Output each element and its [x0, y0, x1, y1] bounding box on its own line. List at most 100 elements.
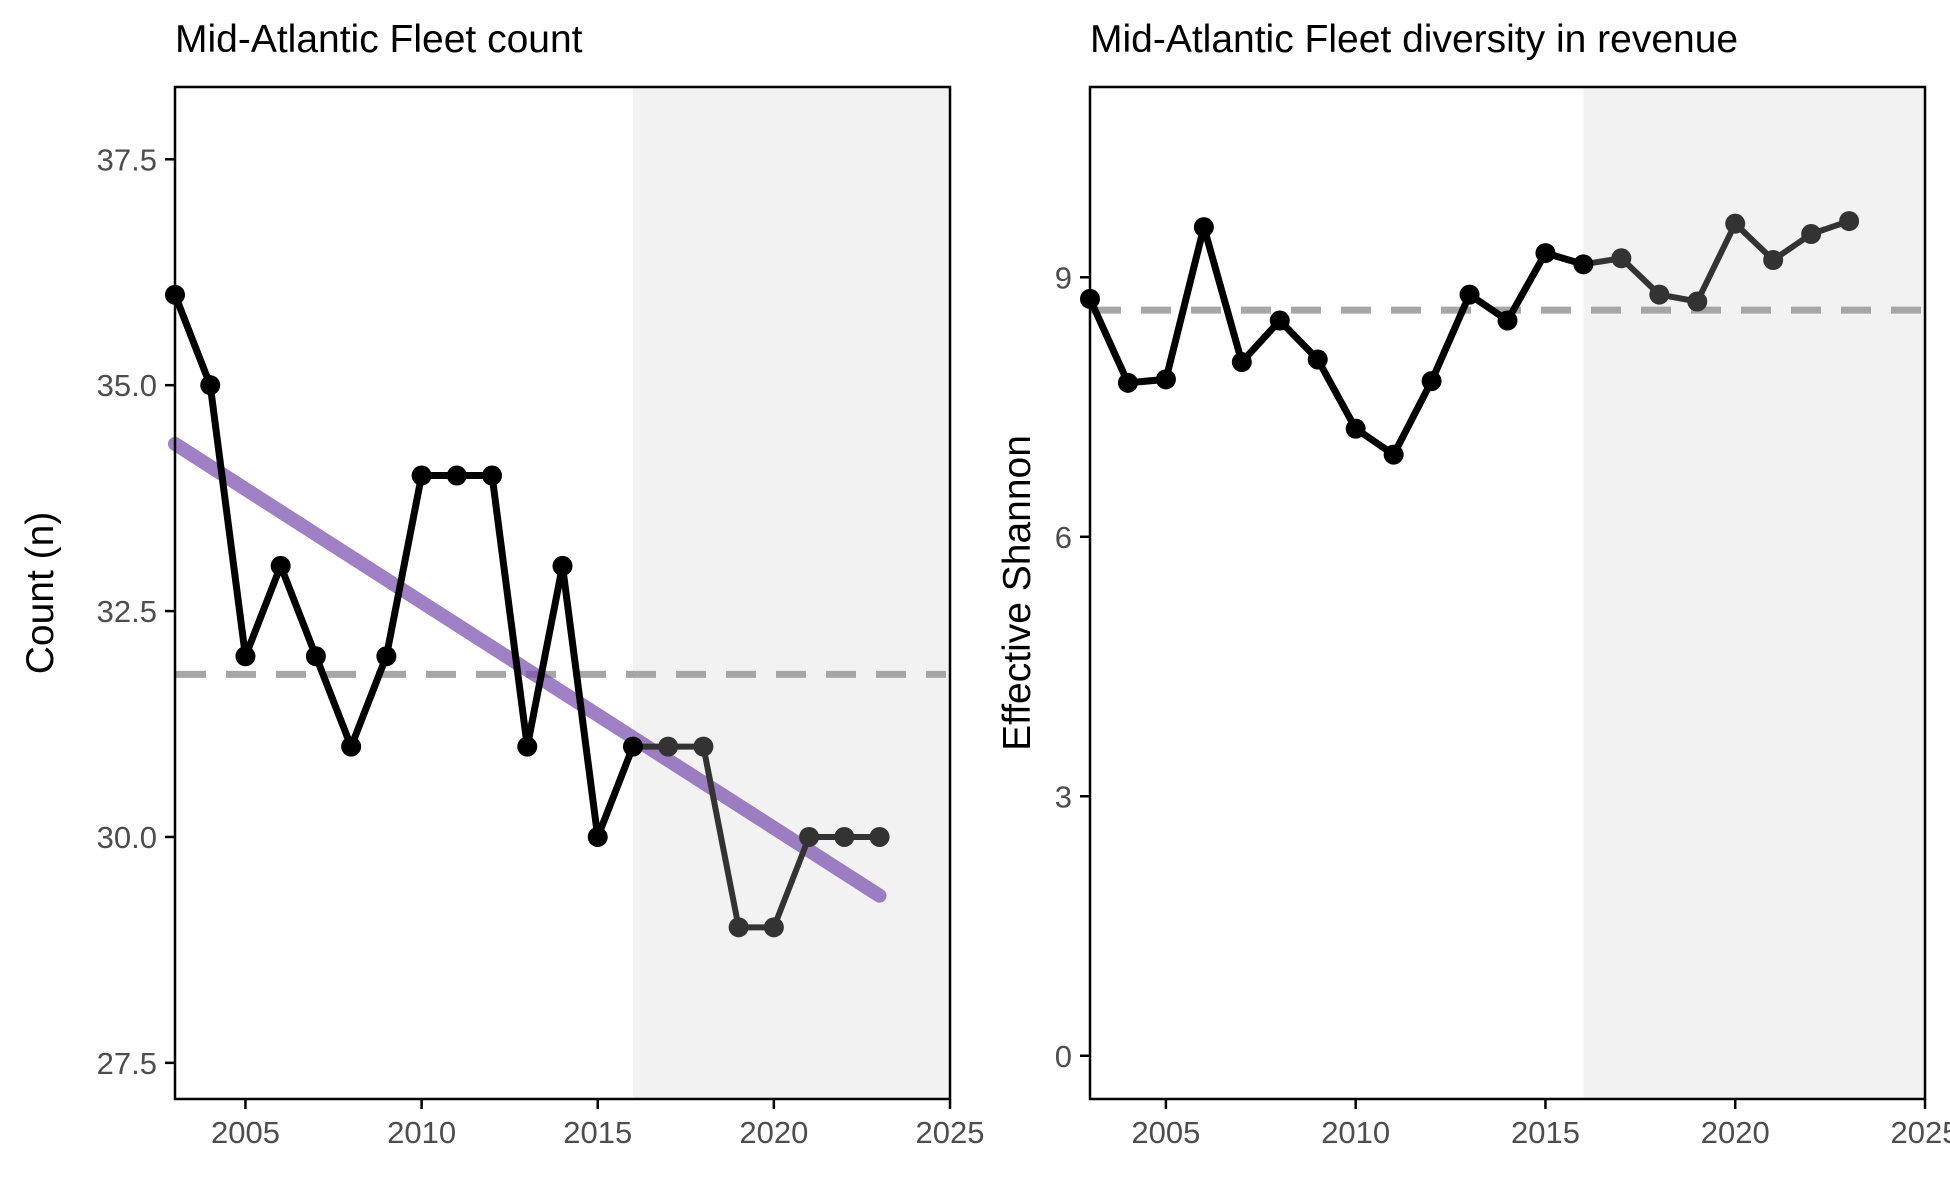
- data-point: [622, 736, 643, 757]
- data-point: [658, 736, 679, 757]
- y-tick-label: 9: [1055, 260, 1072, 295]
- series-line-segment: [312, 652, 355, 751]
- data-point: [1155, 369, 1176, 390]
- y-tick-label: 30.0: [97, 820, 157, 855]
- data-point: [517, 736, 538, 757]
- series-line-segment: [559, 562, 602, 841]
- y-axis-title: Count (n): [19, 512, 62, 675]
- y-tick-label: 0: [1055, 1039, 1072, 1074]
- series-line-segment: [770, 833, 813, 931]
- data-point: [552, 555, 573, 576]
- series-line-segment: [594, 743, 637, 841]
- series-line-segment: [277, 562, 320, 660]
- plot-frame: [1088, 85, 1927, 1101]
- data-point: [1383, 444, 1404, 465]
- data-point: [305, 646, 326, 667]
- data-point: [411, 465, 432, 486]
- chart-title: Mid-Atlantic Fleet count: [175, 18, 583, 61]
- data-point: [763, 917, 784, 938]
- x-axis: 2005 2010 2015 2020 2025: [1131, 1099, 1950, 1150]
- series-line-segment: [1086, 295, 1132, 387]
- shaded-region-rect: [632, 88, 950, 1098]
- data-point: [1649, 284, 1670, 305]
- data-point: [341, 736, 362, 757]
- series-points: [1080, 211, 1860, 465]
- x-tick-label: 2010: [387, 1115, 456, 1150]
- data-point: [1421, 371, 1442, 392]
- series-line-segment: [382, 472, 426, 660]
- y-tick-label: 37.5: [97, 142, 157, 177]
- data-point: [1687, 291, 1708, 312]
- data-point: [728, 917, 749, 938]
- data-point: [869, 826, 890, 847]
- data-point: [1573, 254, 1594, 275]
- series-line-segment: [1390, 377, 1436, 459]
- series-line-segment: [1200, 223, 1246, 366]
- x-axis: 2005 2010 2015 2020 2025: [211, 1099, 985, 1150]
- x-tick-label: 2020: [1701, 1115, 1770, 1150]
- shaded-region: [1583, 88, 1925, 1098]
- series-line-segment: [206, 381, 249, 660]
- data-point: [482, 465, 503, 486]
- trend-line-stroke: [168, 436, 887, 903]
- data-point: [799, 826, 820, 847]
- series-line-segment: [241, 562, 285, 660]
- series-line-segment: [1504, 249, 1549, 325]
- data-point: [1611, 248, 1632, 269]
- data-point: [587, 826, 608, 847]
- y-tick-label: 27.5: [97, 1046, 157, 1081]
- series-line-segment: [1314, 355, 1360, 433]
- x-tick-label: 2025: [1891, 1115, 1950, 1150]
- y-tick-label: 32.5: [97, 594, 157, 629]
- series-points: [165, 284, 890, 938]
- shaded-region: [632, 88, 950, 1098]
- y-tick-label: 3: [1055, 779, 1072, 814]
- y-axis: 27.5 30.0 32.5 35.0 37.5: [97, 142, 175, 1081]
- data-point: [446, 465, 467, 486]
- x-tick-label: 2015: [1511, 1115, 1580, 1150]
- series-line-segment: [1428, 291, 1474, 385]
- data-point: [1839, 211, 1860, 232]
- y-axis-title: Effective Shannon: [996, 435, 1039, 751]
- series-line-segment: [488, 472, 531, 751]
- series-line-segment: [171, 291, 214, 389]
- x-tick-label: 2010: [1321, 1115, 1390, 1150]
- data-point: [1459, 284, 1480, 305]
- data-point: [1345, 418, 1366, 439]
- data-point: [235, 646, 256, 667]
- trend-line: [168, 436, 887, 903]
- series-lines: [171, 291, 883, 931]
- data-point: [1307, 349, 1328, 370]
- x-tick-label: 2025: [916, 1115, 985, 1150]
- y-axis: 0 3 6 9: [1055, 260, 1090, 1074]
- x-tick-label: 2020: [739, 1115, 808, 1150]
- shaded-region-rect: [1583, 88, 1925, 1098]
- data-point: [1535, 243, 1556, 264]
- data-point: [1763, 249, 1784, 270]
- panel-diversity-revenue: Mid-Atlantic Fleet diversity in revenue …: [996, 18, 1950, 1150]
- series-line-segment: [347, 652, 390, 751]
- y-tick-label: 6: [1055, 520, 1072, 555]
- data-point: [270, 555, 291, 576]
- series-line-segment: [700, 743, 742, 931]
- data-point: [376, 646, 397, 667]
- data-point: [1269, 310, 1290, 331]
- x-tick-label: 2015: [563, 1115, 632, 1150]
- x-tick-label: 2005: [211, 1115, 280, 1150]
- data-point: [834, 826, 855, 847]
- panel-fleet-count: Mid-Atlantic Fleet count 2005 2010 2015 202…: [19, 18, 984, 1150]
- data-point: [1725, 213, 1746, 234]
- data-point: [1497, 310, 1518, 331]
- data-point: [1231, 352, 1252, 373]
- y-tick-label: 35.0: [97, 368, 157, 403]
- data-point: [1801, 224, 1822, 245]
- data-point: [1193, 217, 1214, 238]
- plot-frame: [173, 85, 952, 1101]
- data-point: [693, 736, 714, 757]
- data-point: [1117, 372, 1138, 393]
- chart-title: Mid-Atlantic Fleet diversity in revenue: [1090, 18, 1738, 61]
- x-tick-label: 2005: [1131, 1115, 1200, 1150]
- series-line-segment: [1694, 220, 1739, 305]
- series-line-segment: [523, 562, 566, 751]
